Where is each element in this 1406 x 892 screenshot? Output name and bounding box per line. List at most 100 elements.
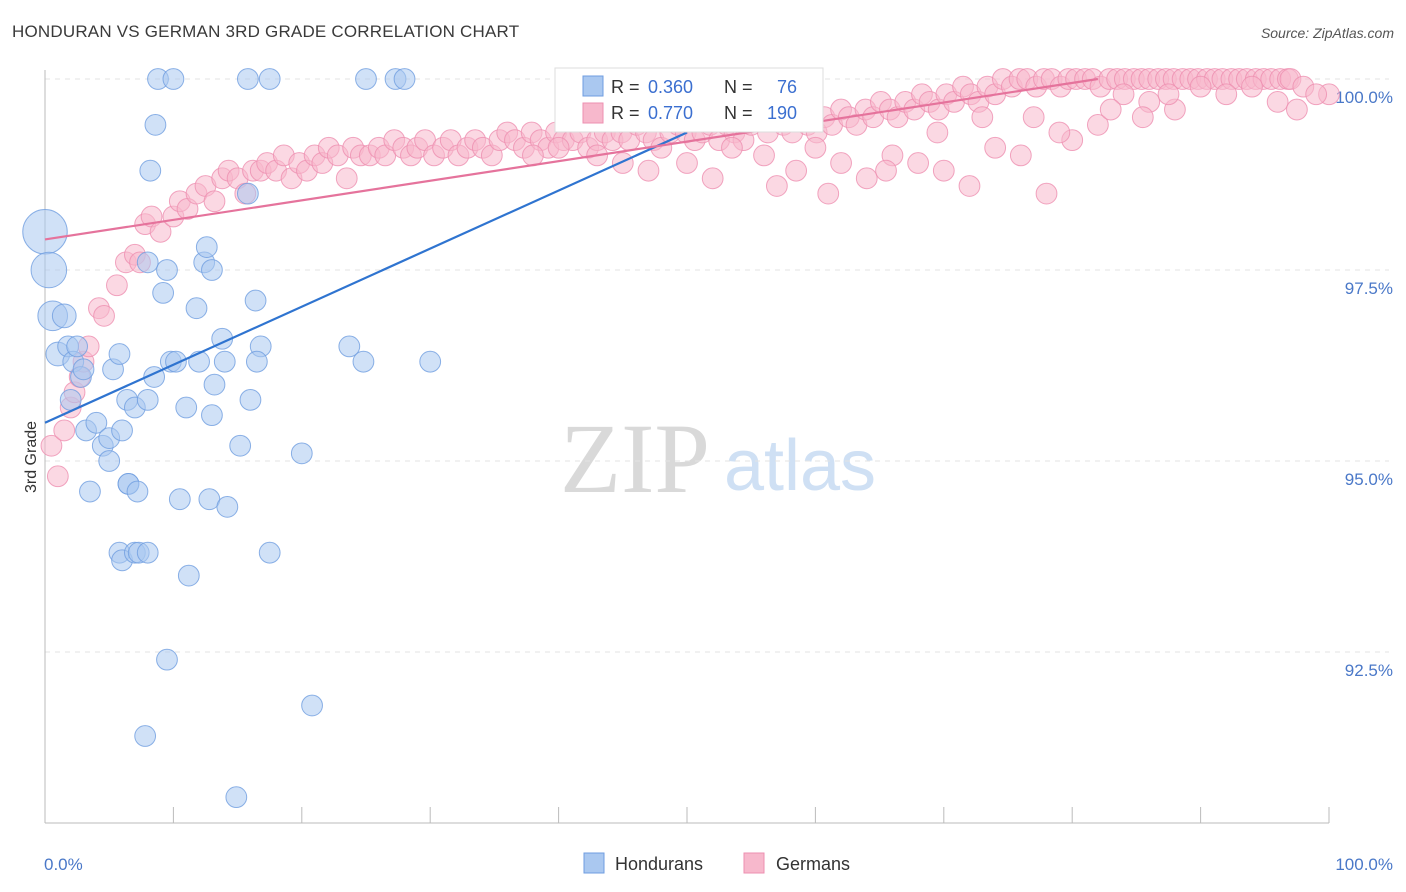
legend-n-hondurans: 76 [777, 77, 797, 97]
honduran-point [201, 404, 223, 427]
legend-r-label-germans: R = [611, 103, 640, 123]
trend-line-hondurans [44, 131, 688, 424]
german-point [1215, 83, 1238, 106]
y-tick-labels: 100.0% 97.5% 95.0% 92.5% [1335, 88, 1393, 680]
legend-swatch-germans [582, 102, 604, 124]
honduran-point [152, 282, 175, 304]
honduran-point [98, 450, 121, 472]
x-tick-label-left: 0.0% [44, 855, 83, 874]
y-tick-label: 95.0% [1345, 470, 1393, 489]
german-point [522, 144, 544, 167]
honduran-point [51, 303, 77, 329]
honduran-point [201, 259, 223, 281]
german-point [1305, 83, 1328, 106]
y-axis-label: 3rd Grade [23, 421, 40, 493]
german-point [203, 190, 226, 213]
honduran-point [144, 113, 167, 136]
watermark-atlas: atlas [724, 426, 876, 506]
honduran-point [258, 541, 281, 564]
honduran-point [108, 343, 131, 365]
y-tick-label: 97.5% [1345, 279, 1393, 298]
y-tick-label: 100.0% [1335, 88, 1393, 107]
honduran-point [156, 259, 178, 281]
honduran-point [66, 335, 88, 358]
german-point [753, 144, 775, 167]
german-point [1131, 106, 1154, 129]
german-point [1189, 75, 1212, 98]
german-point [932, 159, 955, 182]
honduran-point [258, 68, 281, 90]
german-point [785, 159, 808, 182]
german-point [46, 465, 69, 488]
chart-title: HONDURAN VS GERMAN 3RD GRADE CORRELATION… [12, 22, 520, 41]
legend-r-label-hondurans: R = [611, 77, 640, 97]
honduran-point [338, 335, 361, 358]
honduran-point [213, 350, 236, 373]
honduran-point [236, 182, 259, 205]
german-point [93, 304, 115, 327]
honduran-point [352, 350, 375, 373]
german-point [1112, 83, 1135, 106]
german-point [611, 152, 634, 174]
german-point [971, 106, 994, 129]
honduran-point [85, 411, 108, 434]
honduran-point [225, 786, 248, 809]
german-point [875, 159, 897, 182]
honduran-point [136, 541, 159, 564]
watermark-zip: ZIP [560, 403, 710, 514]
honduran-point [185, 297, 208, 320]
german-point [804, 136, 827, 159]
legend-r-germans: 0.770 [648, 103, 693, 123]
german-point [721, 136, 743, 159]
german-point [701, 167, 724, 190]
honduran-point [136, 251, 159, 274]
honduran-point [126, 480, 149, 503]
german-point [984, 136, 1007, 159]
honduran-point [30, 251, 68, 289]
german-point [637, 159, 660, 182]
y-tick-label: 92.5% [1345, 661, 1393, 680]
stats-legend: R = 0.360 N = 76 R = 0.770 N = 190 [554, 67, 824, 133]
honduran-point [301, 694, 323, 717]
honduran-point [239, 388, 262, 411]
honduran-point [165, 350, 187, 373]
german-point [1241, 75, 1263, 98]
honduran-point [393, 68, 416, 90]
honduran-point [244, 289, 267, 312]
german-point [1035, 182, 1058, 205]
german-point [106, 274, 128, 297]
german-point [855, 167, 878, 190]
honduran-point [195, 236, 218, 258]
honduran-point [168, 488, 191, 511]
legend-n-germans: 190 [767, 103, 797, 123]
german-point [765, 175, 788, 197]
legend-swatch-hondurans [582, 75, 604, 97]
german-point [676, 152, 698, 174]
german-point [1086, 113, 1109, 136]
german-point [926, 121, 949, 144]
series-legend: Hondurans Germans [583, 852, 850, 874]
honduran-point [156, 648, 178, 671]
german-point [817, 182, 840, 205]
series-legend-hondurans: Hondurans [615, 854, 703, 874]
trend-lines [44, 77, 1099, 424]
honduran-point [355, 68, 377, 90]
series-legend-germans: Germans [776, 854, 850, 874]
honduran-point [216, 495, 239, 518]
german-point [1157, 83, 1180, 106]
german-point [1266, 91, 1289, 113]
honduran-point [177, 564, 200, 587]
german-point [830, 152, 852, 174]
honduran-point [79, 480, 101, 503]
honduran-point [419, 350, 442, 373]
german-point [907, 152, 930, 174]
series-legend-swatch-germans [743, 852, 765, 874]
chart-source: Source: ZipAtlas.com [1260, 25, 1394, 41]
honduran-point [203, 373, 226, 396]
honduran-point [134, 725, 157, 747]
honduran-point [245, 350, 268, 373]
honduran-point [111, 419, 133, 442]
honduran-point [162, 68, 185, 90]
honduran-point [188, 350, 210, 373]
